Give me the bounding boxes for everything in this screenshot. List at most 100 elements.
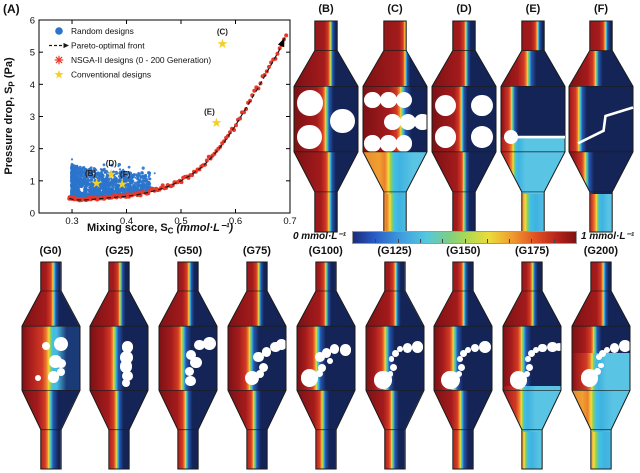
pillar-G0 — [56, 367, 65, 376]
svg-text:0.3: 0.3 — [65, 216, 78, 227]
pillar-C — [399, 114, 416, 131]
pillar-G100 — [300, 369, 319, 387]
pareto-arrowhead — [277, 37, 285, 48]
panel-label-G75: (G75) — [242, 245, 271, 257]
panel-label-G125: (G125) — [377, 245, 412, 257]
pillar-G200 — [599, 349, 607, 357]
mixer-outline-G200 — [572, 262, 630, 469]
mixer-G175 — [503, 262, 561, 469]
pillar-G150 — [458, 364, 466, 372]
pillar-G125 — [396, 346, 403, 352]
pillar-G200 — [593, 368, 601, 376]
mixer-G150 — [434, 262, 492, 469]
pareto-scatter-plot: ★(B) ★(D)★(F)★(E)★(C)0.3 0.4 0.5 0.6 0.701234… — [3, 16, 297, 236]
svg-text:5: 5 — [30, 48, 35, 59]
pillar-G100 — [322, 348, 332, 358]
pillar-G100 — [316, 370, 324, 378]
mixer-outline-B — [294, 21, 358, 232]
svg-text:0.6: 0.6 — [229, 216, 242, 227]
mixer-G25 — [90, 262, 148, 469]
pillar-G75 — [270, 341, 281, 353]
pillar-G200 — [580, 369, 598, 387]
legend-label-0: Random designs — [71, 26, 134, 36]
pillar-G125 — [387, 370, 394, 377]
panel-label-G25: (G25) — [105, 245, 134, 257]
pillar-B — [297, 90, 323, 117]
pillar-G50 — [194, 339, 205, 351]
pillar-D — [434, 94, 457, 117]
mixer-G0 — [22, 262, 80, 469]
x-axis-label: Mixing score, SC (mmol·L⁻¹) — [87, 222, 233, 236]
star-label-(D): (D) — [106, 159, 117, 168]
panel-label-F: (F) — [593, 3, 609, 15]
pillar-C — [384, 114, 401, 131]
colorbar-min-label: 0 mmol·L⁻¹ — [292, 231, 346, 242]
pillar-C — [364, 91, 381, 109]
pillar-D — [471, 126, 493, 148]
panel-label-G150: (G150) — [446, 245, 481, 257]
star-marker-(B): ★ — [91, 177, 103, 192]
pillar-G150 — [456, 356, 463, 363]
mixer-outline-G150 — [434, 262, 492, 469]
panel-label-G100: (G100) — [308, 245, 343, 257]
pillar-G50 — [185, 349, 197, 361]
panel-a-label: (A) — [3, 2, 20, 16]
panel-label-C: (C) — [387, 3, 403, 15]
pillar-G125 — [374, 371, 392, 389]
mixer-E — [501, 21, 565, 232]
pillar-G175 — [523, 370, 530, 377]
mixer-outline-G25 — [90, 262, 148, 469]
mixer-D — [432, 21, 496, 232]
pillar-G150 — [478, 341, 491, 353]
colorbar-gradient — [352, 231, 577, 244]
pillar-G200 — [596, 354, 603, 361]
legend-label-1: Pareto-optimal front — [71, 41, 145, 51]
star-label-(B): (B) — [85, 169, 96, 178]
pillar-G125 — [389, 364, 397, 372]
star-marker-(E): ★ — [211, 116, 223, 131]
svg-text:0.7: 0.7 — [283, 216, 296, 227]
pillar-G0 — [56, 358, 66, 369]
pillar-G200 — [604, 347, 611, 353]
legend-asterisk-marker — [55, 56, 63, 64]
pareto-front-line — [69, 37, 286, 201]
baffle-line-F — [578, 108, 633, 144]
pillar-E — [503, 129, 519, 145]
svg-text:2: 2 — [30, 144, 35, 155]
pillar-G75 — [262, 347, 272, 357]
star-marker-(D): ★ — [105, 167, 117, 182]
pillar-G150 — [459, 349, 467, 357]
pillar-C — [395, 135, 413, 152]
star-label-(C): (C) — [217, 27, 228, 36]
scatter-points — [67, 33, 289, 203]
pillar-G150 — [441, 370, 460, 390]
pillar-G175 — [525, 356, 531, 363]
mixer-G75 — [228, 262, 286, 469]
pillar-G200 — [619, 340, 630, 352]
pillar-G200 — [610, 343, 620, 353]
mixer-G200 — [572, 262, 630, 469]
pillar-G0 — [34, 374, 41, 382]
pillar-G50 — [190, 356, 202, 369]
pillar-B — [297, 124, 322, 150]
pillar-G175 — [547, 341, 558, 353]
mixer-outline-E — [501, 21, 565, 232]
pillar-G175 — [526, 364, 534, 372]
pillar-G125 — [411, 341, 424, 353]
pillar-G0 — [53, 336, 68, 351]
mixer-C — [363, 21, 427, 232]
pillar-G125 — [391, 349, 399, 357]
panel-label-G175: (G175) — [514, 245, 550, 257]
pillar-G25 — [119, 360, 132, 373]
pillar-D — [471, 94, 493, 117]
mixer-outline-C — [363, 21, 427, 232]
pillar-C — [395, 91, 413, 109]
svg-text:1: 1 — [30, 176, 35, 187]
legend-label-2: NSGA-II designs (0 - 200 Generation) — [71, 55, 211, 65]
mixer-outline-D — [432, 21, 496, 232]
pillar-G100 — [327, 358, 334, 365]
pillar-G100 — [339, 344, 352, 356]
mixer-outline-G50 — [159, 262, 217, 469]
panel-label-D: (D) — [456, 3, 472, 15]
star-label-(F): (F) — [120, 170, 131, 179]
